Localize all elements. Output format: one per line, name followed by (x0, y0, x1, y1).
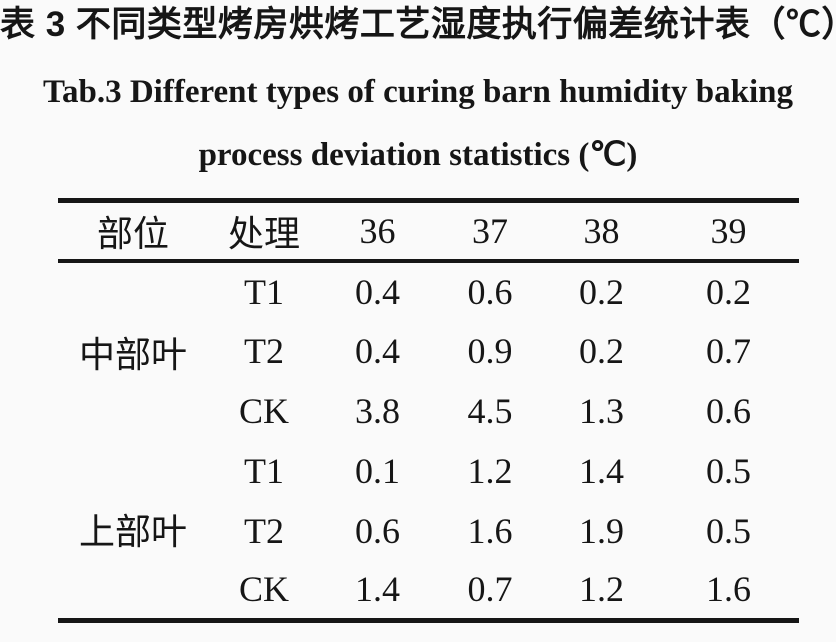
header-cell-position: 部位 (96, 213, 169, 254)
table-row: 中部叶 T1 0.4 0.6 0.2 0.2 (58, 261, 799, 375)
value-cell: 4.5 (467, 390, 513, 431)
value-cell: 0.5 (706, 510, 751, 551)
value-cell: 1.3 (579, 390, 624, 431)
value-cell: 0.4 (355, 271, 400, 312)
value-cell: 1.6 (467, 510, 513, 551)
value-cell: 0.2 (579, 271, 624, 312)
value-cell: 0.6 (355, 510, 400, 551)
value-cell: 0.2 (579, 330, 624, 371)
table-row: T2 0.4 0.9 0.2 0.7 (58, 321, 799, 381)
value-cell: 1.4 (355, 569, 400, 610)
value-cell: 1.2 (579, 569, 624, 610)
value-cell: 1.6 (706, 569, 751, 610)
position-cell-middle-leaf: 中部叶 (78, 334, 187, 375)
value-cell: 0.2 (706, 271, 751, 312)
header-cell-37: 37 (472, 210, 508, 251)
value-cell: 1.9 (579, 510, 624, 551)
table-title-chinese: 表 3 不同类型烤房烘烤工艺湿度执行偏差统计表（℃） (0, 5, 836, 44)
treatment-cell: CK (238, 390, 289, 431)
treatment-cell: T1 (244, 271, 284, 312)
value-cell: 0.1 (355, 450, 400, 491)
value-cell: 1.2 (467, 450, 513, 491)
treatment-cell: T2 (244, 330, 284, 371)
treatment-cell: T1 (244, 450, 284, 491)
value-cell: 0.6 (706, 390, 751, 431)
statistics-table: 部位 处理 36 37 38 39 中部叶 T1 0.4 0.6 0.2 0.2… (58, 198, 799, 623)
value-cell: 0.9 (467, 330, 513, 371)
treatment-cell: CK (238, 569, 289, 610)
value-cell: 0.7 (467, 569, 513, 610)
table-title-english-line2: process deviation statistics (℃) (198, 137, 638, 173)
value-cell: 1.4 (579, 450, 624, 491)
header-cell-treatment: 处理 (227, 213, 300, 254)
header-cell-36: 36 (359, 210, 396, 251)
table-title-english-line1: Tab.3 Different types of curing barn hum… (43, 74, 793, 110)
table-row: 上部叶 T1 0.1 1.2 1.4 0.5 (58, 441, 799, 553)
header-row: 部位 处理 36 37 38 39 (58, 201, 799, 261)
header-cell-38: 38 (583, 210, 620, 251)
table-row: CK 1.4 0.7 1.2 1.6 (58, 561, 799, 621)
table-row: CK 3.8 4.5 1.3 0.6 (58, 381, 799, 441)
table-row: T2 0.6 1.6 1.9 0.5 (58, 501, 799, 561)
value-cell: 0.6 (467, 271, 513, 312)
value-cell: 0.4 (355, 330, 400, 371)
position-cell-upper-leaf: 上部叶 (78, 512, 187, 553)
value-cell: 0.7 (706, 330, 751, 371)
header-cell-39: 39 (710, 210, 747, 251)
treatment-cell: T2 (244, 510, 284, 551)
value-cell: 3.8 (355, 390, 400, 431)
value-cell: 0.5 (706, 450, 751, 491)
